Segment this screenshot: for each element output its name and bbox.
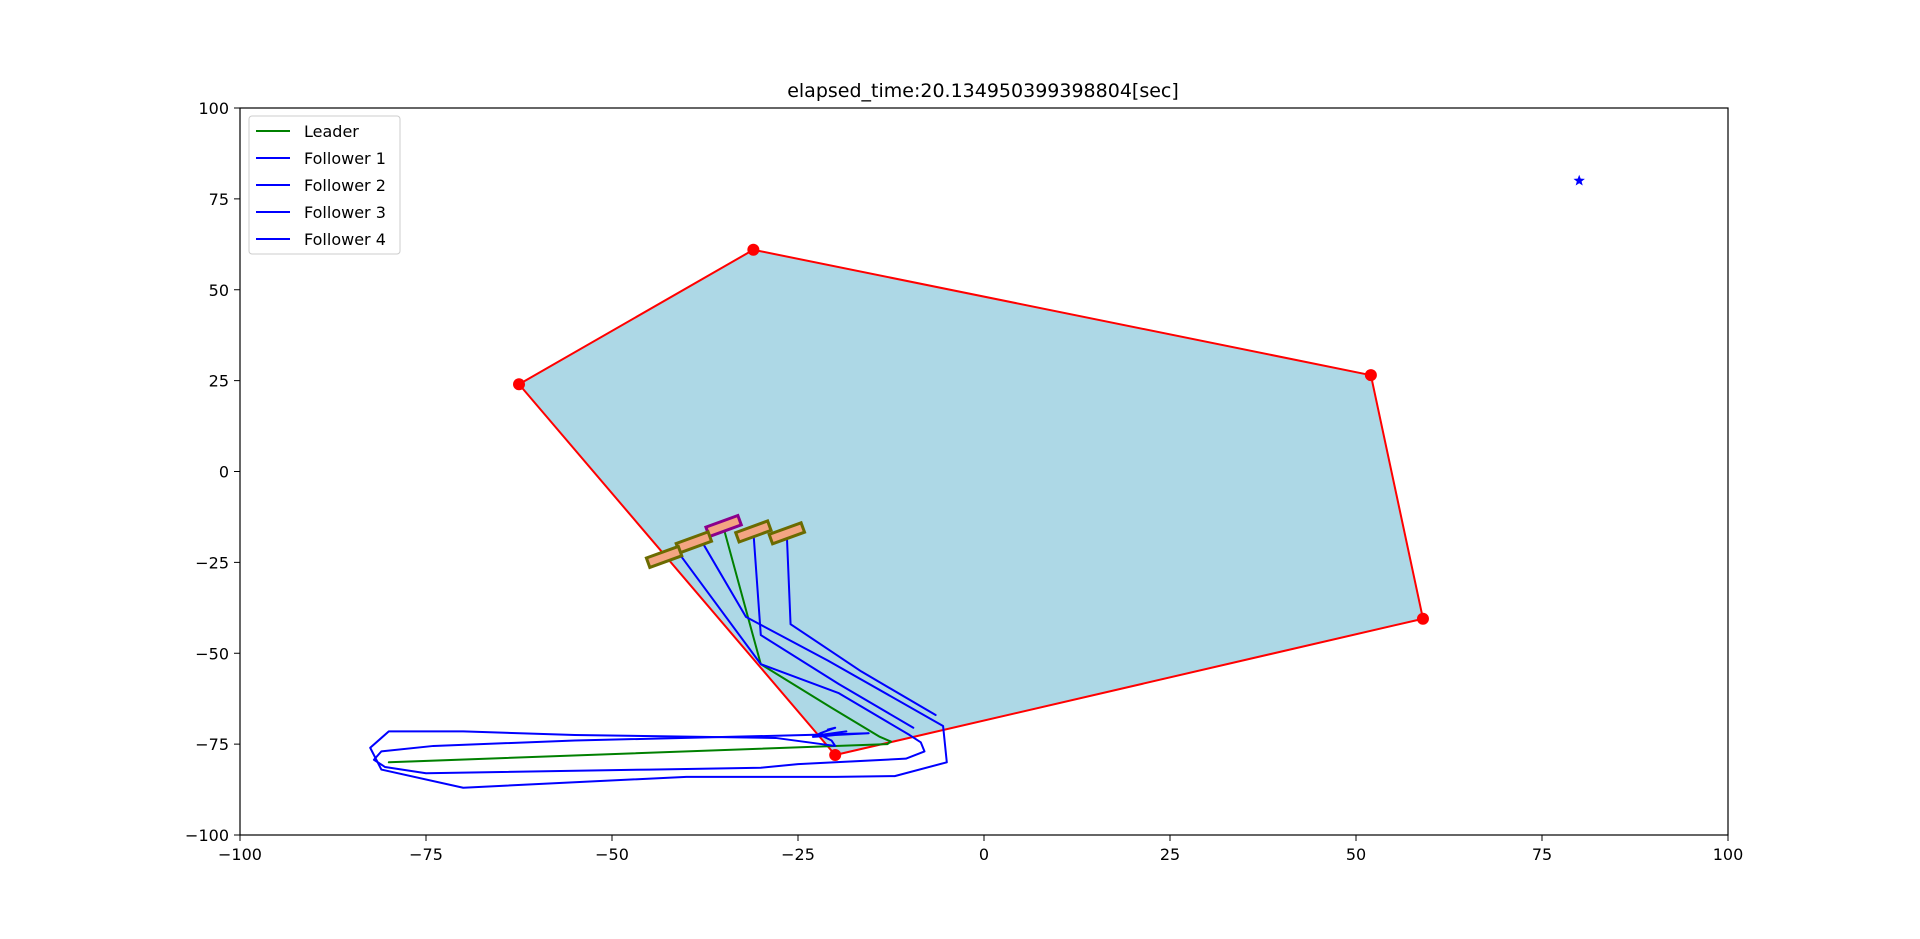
legend-label-leader: Leader (304, 122, 359, 141)
region-vertex-1 (747, 243, 760, 256)
agent-body-5 (767, 520, 807, 546)
x-tick-label: −100 (218, 845, 262, 864)
y-tick-label: −50 (195, 644, 229, 663)
chart-title: elapsed_time:20.134950399398804[sec] (787, 80, 1179, 102)
x-axis: −100 −75 −50 −25 0 25 50 75 100 (218, 835, 1743, 864)
legend: Leader Follower 1 Follower 2 Follower 3 … (248, 115, 401, 255)
y-tick-label: 25 (209, 372, 229, 391)
legend-label-follower-2: Follower 2 (304, 176, 386, 195)
y-tick-label: −25 (195, 553, 229, 572)
x-tick-label: 100 (1713, 845, 1744, 864)
y-axis: −100 −75 −50 −25 0 25 50 75 100 (185, 99, 240, 845)
legend-entry-follower-3: Follower 3 (256, 203, 386, 222)
legend-frame (248, 115, 401, 255)
legend-label-follower-1: Follower 1 (304, 149, 386, 168)
region-vertex-4 (829, 749, 842, 762)
region-vertex-5 (513, 378, 525, 391)
x-tick-label: −75 (409, 845, 443, 864)
goal-star-icon (1573, 174, 1585, 186)
legend-label-follower-3: Follower 3 (304, 203, 386, 222)
agent-body-4 (733, 519, 773, 544)
region-vertex-2 (1364, 369, 1377, 382)
trajectory-follower-2 (369, 539, 948, 789)
y-tick-label: 100 (198, 99, 229, 118)
legend-entry-follower-1: Follower 1 (256, 149, 386, 168)
y-tick-label: −75 (195, 735, 229, 754)
plot-area (239, 107, 1729, 836)
region-polygon (518, 248, 1424, 757)
legend-label-follower-4: Follower 4 (304, 230, 386, 249)
trajectory-follower-4 (785, 534, 937, 717)
trajectory-follower-3 (752, 530, 915, 729)
trajectory-leader (387, 526, 892, 764)
agent-3 (644, 544, 684, 570)
x-tick-label: 50 (1346, 845, 1366, 864)
legend-entry-follower-4: Follower 4 (256, 230, 386, 249)
x-tick-label: 0 (979, 845, 989, 864)
agent-4 (733, 519, 773, 544)
y-tick-label: 50 (209, 281, 229, 300)
region-vertex-3 (1416, 612, 1429, 625)
agent-5 (767, 520, 807, 546)
y-tick-label: 0 (219, 463, 229, 482)
y-tick-label: 75 (209, 190, 229, 209)
x-tick-label: −50 (595, 845, 629, 864)
x-tick-label: −25 (781, 845, 815, 864)
y-tick-label: −100 (185, 826, 229, 845)
agent-body-3 (644, 544, 684, 570)
x-tick-label: 75 (1532, 845, 1552, 864)
x-tick-label: 25 (1160, 845, 1180, 864)
legend-entry-leader: Leader (256, 122, 359, 141)
legend-entry-follower-2: Follower 2 (256, 176, 386, 195)
